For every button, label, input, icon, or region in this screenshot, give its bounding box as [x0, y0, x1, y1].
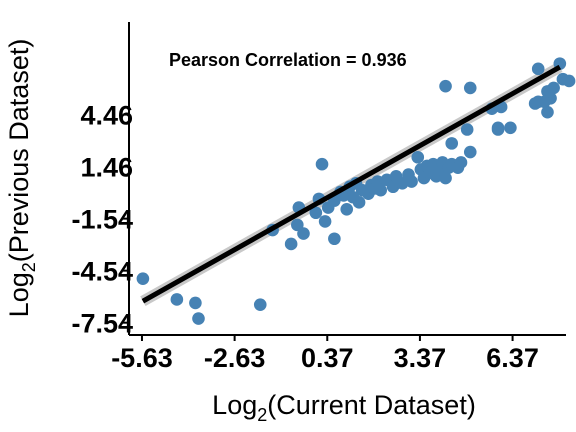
x-tick-label: 6.37: [486, 343, 539, 373]
data-point: [328, 232, 341, 246]
data-point: [192, 312, 205, 325]
data-point: [541, 105, 554, 119]
y-tick-label: -4.54: [71, 257, 133, 287]
pearson-annotation: Pearson Correlation = 0.936: [169, 50, 407, 70]
data-point: [504, 121, 517, 135]
data-point: [284, 237, 298, 251]
data-point: [463, 81, 477, 95]
data-point: [340, 202, 354, 216]
y-axis-title-rest: (Previous Dataset): [4, 39, 34, 263]
data-point: [297, 227, 310, 240]
y-tick-label: -7.54: [71, 309, 133, 339]
data-point: [374, 183, 387, 197]
y-tick-label: -1.54: [71, 205, 133, 235]
y-axis-title-subscript: 2: [19, 262, 39, 272]
x-tick-label: -5.63: [111, 343, 173, 373]
data-point: [170, 293, 184, 306]
x-axis-title-rest: (Current Dataset): [267, 390, 476, 420]
data-point: [547, 81, 560, 95]
x-axis-title-subscript: 2: [257, 405, 267, 425]
x-tick-label: -2.63: [204, 343, 266, 373]
x-axis-ticks: -5.63 -2.63 0.37 3.37 6.37: [111, 335, 539, 373]
data-point: [454, 156, 468, 169]
data-point: [352, 196, 366, 209]
data-point: [318, 215, 332, 228]
data-point: [445, 137, 459, 150]
data-point: [411, 150, 425, 164]
data-point: [562, 74, 576, 88]
data-point: [439, 79, 452, 93]
x-tick-label: 0.37: [301, 343, 354, 373]
y-tick-label: 4.46: [80, 101, 133, 131]
x-axis-title-base: Log: [212, 390, 257, 420]
data-point: [463, 145, 477, 159]
regression-line: [141, 64, 562, 304]
x-axis-title: Log2(Current Dataset): [212, 390, 476, 425]
y-tick-label: 1.46: [80, 153, 133, 183]
data-point: [189, 296, 202, 310]
data-point: [309, 206, 323, 220]
y-axis-title-base: Log: [4, 272, 34, 317]
plot-area: [136, 57, 576, 325]
data-point: [531, 62, 545, 76]
data-point: [460, 123, 474, 136]
data-point: [253, 298, 267, 311]
data-point: [136, 272, 150, 285]
data-point: [315, 157, 329, 171]
data-point: [528, 97, 542, 110]
data-point: [405, 175, 418, 188]
y-axis-ticks: -7.54 -4.54 -1.54 1.46 4.46: [71, 101, 133, 339]
data-point: [439, 171, 452, 185]
data-point: [491, 123, 505, 136]
y-axis-title: Log2(Previous Dataset): [4, 39, 39, 318]
x-tick-label: 3.37: [394, 343, 447, 373]
